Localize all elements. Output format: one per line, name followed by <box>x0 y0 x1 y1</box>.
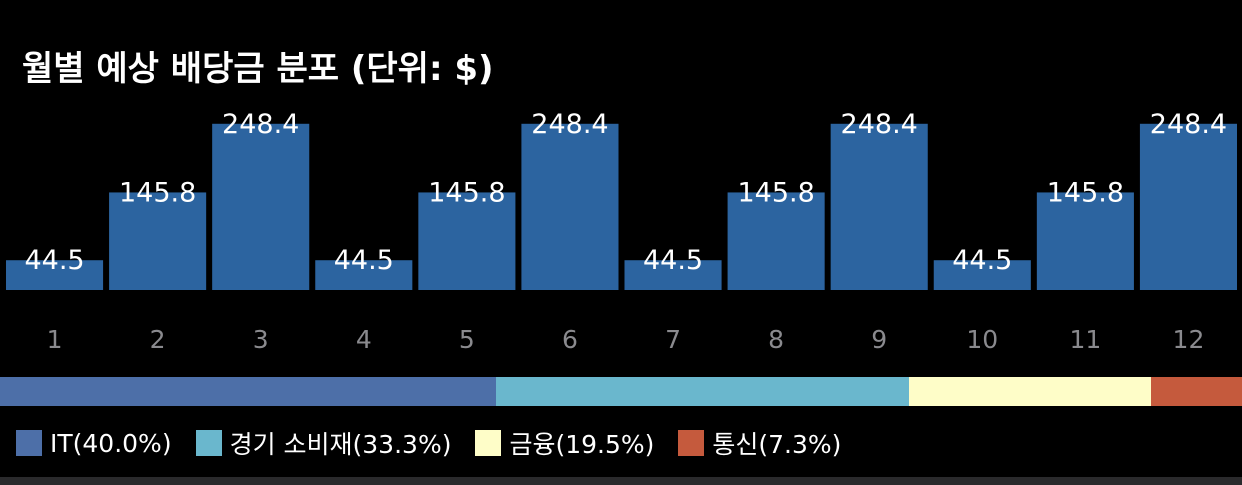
data-label-month-9: 248.4 <box>841 109 918 140</box>
x-tick-label-4: 4 <box>356 325 372 354</box>
legend-swatch <box>195 430 222 456</box>
sector-segment-1 <box>496 377 910 406</box>
data-label-month-5: 145.8 <box>428 177 505 208</box>
bar-month-10 <box>933 260 1031 290</box>
x-tick-label-8: 8 <box>768 325 784 354</box>
bar-month-4 <box>315 260 413 290</box>
legend-item-3: 통신(7.3%) <box>678 425 841 461</box>
legend-label: 경기 소비재(33.3%) <box>229 430 452 459</box>
x-tick-label-3: 3 <box>253 325 269 354</box>
x-tick-label-10: 10 <box>966 325 998 354</box>
data-label-month-12: 248.4 <box>1150 109 1227 140</box>
bar-month-6 <box>521 123 619 291</box>
x-tick-label-5: 5 <box>459 325 475 354</box>
bar-month-9 <box>830 123 928 291</box>
sector-legend: IT(40.0%) 경기 소비재(33.3%) 금융(19.5%) 통신(7.3%) <box>16 425 865 461</box>
x-tick-label-12: 12 <box>1173 325 1205 354</box>
monthly-dividend-bar-chart: 44.5 1 145.8 2 248.4 3 44.5 4 145.8 5 248.4 6 44.5 7 1… <box>6 109 1237 354</box>
data-label-month-7: 44.5 <box>643 245 703 276</box>
bar-month-1 <box>6 260 104 290</box>
legend-item-2: 금융(19.5%) <box>475 425 654 461</box>
sector-segment-0 <box>0 377 497 406</box>
data-label-month-11: 145.8 <box>1047 177 1124 208</box>
x-tick-label-11: 11 <box>1069 325 1101 354</box>
data-label-month-2: 145.8 <box>119 177 196 208</box>
x-tick-label-6: 6 <box>562 325 578 354</box>
data-label-month-4: 44.5 <box>334 245 394 276</box>
bar-month-7 <box>624 260 722 290</box>
data-label-month-6: 248.4 <box>531 109 608 140</box>
bar-month-5 <box>418 192 516 290</box>
legend-swatch <box>16 430 42 456</box>
footer-strip <box>0 477 1242 485</box>
data-label-month-1: 44.5 <box>24 245 84 276</box>
sector-segment-2 <box>909 377 1152 406</box>
x-tick-label-1: 1 <box>47 325 63 354</box>
x-tick-label-9: 9 <box>871 325 887 354</box>
bar-month-2 <box>109 192 207 290</box>
sector-share-bar <box>0 377 1242 406</box>
legend-label: 통신(7.3%) <box>712 430 842 459</box>
legend-label: 금융(19.5%) <box>509 430 655 459</box>
data-label-month-8: 145.8 <box>737 177 814 208</box>
bar-month-12 <box>1139 123 1237 291</box>
x-tick-label-7: 7 <box>665 325 681 354</box>
data-label-month-3: 248.4 <box>222 109 299 140</box>
legend-item-1: 경기 소비재(33.3%) <box>195 425 452 461</box>
bar-month-8 <box>727 192 825 290</box>
legend-item-0: IT(40.0%) <box>16 429 172 458</box>
bar-month-3 <box>212 123 310 291</box>
data-label-month-10: 44.5 <box>952 245 1012 276</box>
legend-label: IT(40.0%) <box>50 428 172 458</box>
x-tick-label-2: 2 <box>150 325 166 354</box>
sector-segment-3 <box>1151 377 1242 406</box>
bar-month-11 <box>1036 192 1134 290</box>
legend-swatch <box>678 430 705 456</box>
chart-title: 월별 예상 배당금 분포 (단위: $) <box>22 49 494 89</box>
legend-swatch <box>475 430 502 456</box>
